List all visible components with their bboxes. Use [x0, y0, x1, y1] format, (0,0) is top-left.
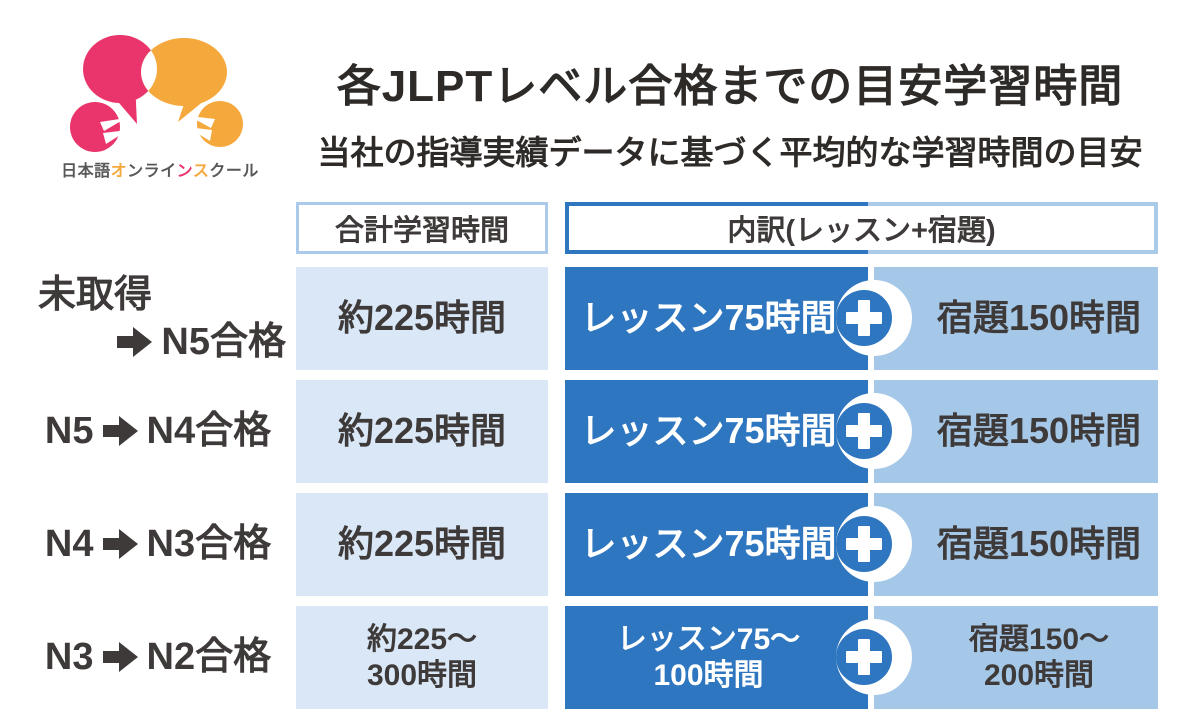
right-arrow-icon [117, 326, 153, 357]
row-level-label: N5 N4合格 [44, 410, 272, 453]
right-arrow-icon [102, 416, 138, 447]
plus-icon [836, 516, 892, 572]
column-header-total-hours: 合計学習時間 [296, 202, 548, 254]
homework-hours-cell: 宿題150時間 [874, 380, 1158, 483]
logo-text-part: ライ [143, 163, 177, 180]
total-hours-cell: 約225〜 300時間 [296, 606, 548, 709]
column-header-breakdown: 内訳(レッスン+宿題) [565, 202, 1158, 254]
logo-text: 日本語オンラインスクール [58, 157, 262, 181]
logo-text-part: ン [127, 163, 144, 180]
page-subtitle: 当社の指導実績データに基づく平均的な学習時間の目安 [317, 134, 1143, 171]
plus-connector [836, 506, 912, 582]
column-header-total-label: 合計学習時間 [334, 215, 509, 247]
speech-bubbles-logo-icon [70, 35, 243, 152]
breakdown-border-lesson-segment [565, 202, 868, 254]
logo-text-part: 日本語 [61, 163, 111, 180]
logo-text-part: クール [209, 163, 259, 180]
lesson-hours-cell: レッスン75時間 [565, 267, 868, 370]
page-title: 各JLPTレベル合格までの目安学習時間 [336, 62, 1124, 111]
right-arrow-icon [102, 642, 138, 673]
logo-text-part: ス [192, 163, 210, 180]
lesson-hours-cell: レッスン75時間 [565, 380, 868, 483]
row-level-label: 未取得 N5合格 [38, 274, 286, 363]
table-row: N3 N2合格 約225〜 300時間 レッスン75〜 100時間 宿題150〜 200… [0, 606, 1200, 709]
table-row: N4 N3合格 約225時間 レッスン75時間 宿題150時間 [0, 493, 1200, 596]
plus-connector [836, 280, 912, 356]
plus-connector [836, 619, 912, 695]
total-hours-cell: 約225時間 [296, 380, 548, 483]
plus-icon [836, 290, 892, 346]
plus-connector [836, 393, 912, 469]
table-row: 未取得 N5合格 約225時間 レッスン75時間 宿題150時間 [0, 267, 1200, 370]
homework-hours-cell: 宿題150〜 200時間 [874, 606, 1158, 709]
homework-hours-cell: 宿題150時間 [874, 493, 1158, 596]
logo-text-part: ン [176, 163, 193, 180]
column-header-breakdown-label: 内訳(レッスン+宿題) [727, 215, 996, 247]
lesson-hours-cell: レッスン75時間 [565, 493, 868, 596]
table-row: N5 N4合格 約225時間 レッスン75時間 宿題150時間 [0, 380, 1200, 483]
right-arrow-icon [102, 529, 138, 560]
plus-icon [836, 403, 892, 459]
row-level-label: N3 N2合格 [44, 636, 272, 679]
logo-text-part: オ [110, 163, 128, 180]
total-hours-cell: 約225時間 [296, 267, 548, 370]
row-level-label: N4 N3合格 [44, 523, 272, 566]
lesson-hours-cell: レッスン75〜 100時間 [565, 606, 868, 709]
plus-icon [836, 629, 892, 685]
breakdown-border-homework-segment [868, 202, 1158, 254]
total-hours-cell: 約225時間 [296, 493, 548, 596]
homework-hours-cell: 宿題150時間 [874, 267, 1158, 370]
